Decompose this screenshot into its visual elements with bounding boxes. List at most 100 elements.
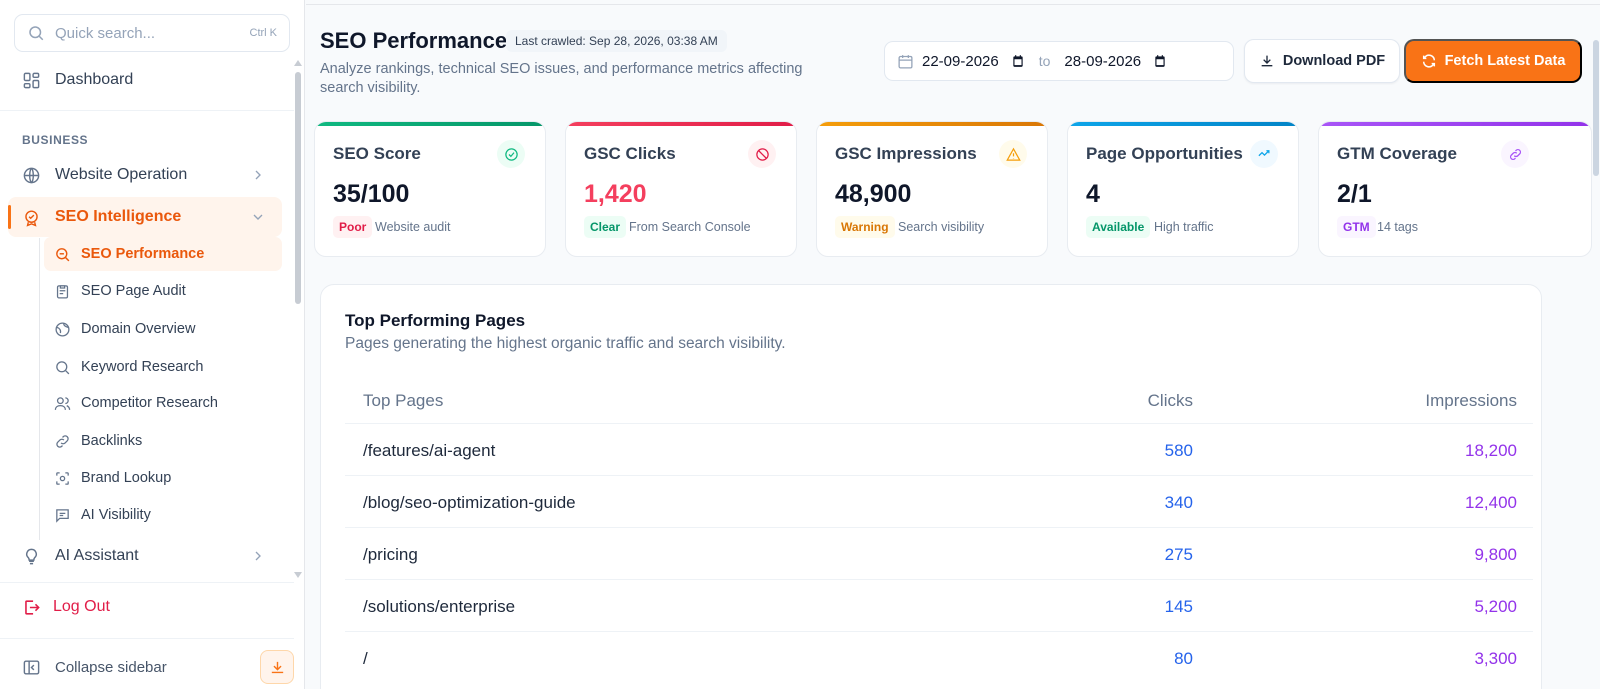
card-gtm-coverage: GTM Coverage 2/1 GTM 14 tags [1318,121,1592,257]
date-to-input[interactable]: 28-09-2026 [1064,52,1142,70]
nav-ai-assistant-label: AI Assistant [55,547,139,564]
search-icon [56,360,70,374]
subnav-seo-page-audit[interactable]: SEO Page Audit [44,274,282,308]
download-pdf-label: Download PDF [1282,53,1386,69]
nav-seo-intelligence[interactable]: SEO Intelligence [8,197,282,237]
nav-ai-assistant[interactable]: AI Assistant [8,536,282,576]
warning-icon [999,140,1027,168]
card-accent-bar [566,122,796,126]
subnav-seo-performance[interactable]: SEO Performance [44,237,282,271]
row-divider [345,631,1533,632]
nav-website-operation-label: Website Operation [55,166,188,183]
top-pages-card: Top Performing Pages Pages generating th… [320,284,1542,689]
nav-website-operation[interactable]: Website Operation [8,155,282,195]
sidebar-download-button[interactable] [260,650,294,684]
search-shortcut: Ctrl K [249,27,278,39]
ban-icon [748,140,776,168]
subnav-keyword-research[interactable]: Keyword Research [44,350,282,384]
globe-icon [55,321,70,337]
page-title: SEO Performance [320,28,508,53]
card-note: Website audit [375,220,451,234]
subnav-label: Keyword Research [81,359,204,375]
main-content: SEO Performance Last crawled: Sep 28, 20… [306,0,1600,689]
card-title: GSC Clicks [584,144,676,163]
card-gsc-impressions: GSC Impressions 48,900 Warning Search vi… [816,121,1048,257]
quick-search[interactable]: Quick search... Ctrl K [14,14,290,52]
nav-seo-intelligence-label: SEO Intelligence [55,208,182,225]
users-icon [54,396,71,410]
calendar-picker-icon[interactable] [1011,54,1025,68]
message-icon [56,508,69,523]
search-icon [29,26,44,41]
scroll-down-arrow[interactable] [294,572,302,578]
subnav-label: Domain Overview [81,321,196,337]
column-header-clicks[interactable]: Clicks [1147,391,1193,410]
subnav-domain-overview[interactable]: Domain Overview [44,312,282,346]
subnav-backlinks[interactable]: Backlinks [44,424,282,458]
subnav-ai-visibility[interactable]: AI Visibility [44,498,282,532]
download-icon [271,661,283,673]
table-cell-impressions: 3,300 [1474,649,1517,668]
scroll-up-arrow[interactable] [294,60,302,66]
date-range-picker[interactable]: 22-09-2026 to 28-09-2026 [884,41,1234,81]
calendar-icon [898,54,913,69]
table-cell-clicks: 275 [1164,545,1193,564]
search-input[interactable]: Quick search... [55,24,156,42]
logout-icon [25,599,40,615]
logout-label: Log Out [53,598,110,615]
status-badge: Clear [584,216,627,238]
download-pdf-button[interactable]: Download PDF [1244,39,1400,83]
row-divider [345,423,1533,424]
table-cell-page[interactable]: /pricing [363,545,418,564]
card-value: 1,420 [584,180,647,208]
nav-dashboard[interactable]: Dashboard [8,60,282,100]
subnav-label: Competitor Research [81,395,218,411]
calendar-picker-icon[interactable] [1153,54,1167,68]
card-accent-bar [1068,122,1298,126]
card-gsc-clicks: GSC Clicks 1,420 Clear From Search Conso… [565,121,797,257]
sidebar-scrollbar[interactable] [295,72,301,304]
card-title: GSC Impressions [835,144,977,163]
search-zoom-icon [56,247,70,261]
section-subtitle: Pages generating the highest organic tra… [345,335,786,352]
last-crawled-badge: Last crawled: Sep 28, 2026, 03:38 AM [506,30,727,52]
nav-dashboard-label: Dashboard [55,71,134,88]
fetch-latest-data-button[interactable]: Fetch Latest Data [1404,39,1582,83]
chevron-right-icon [255,170,261,180]
check-circle-icon [497,140,525,168]
status-badge: Available [1086,216,1151,238]
date-from-input[interactable]: 22-09-2026 [922,52,999,70]
lightbulb-icon [26,548,37,564]
table-cell-page[interactable]: /solutions/enterprise [363,597,516,616]
card-value: 4 [1086,180,1100,208]
table-cell-page[interactable]: / [363,649,368,668]
collapse-label: Collapse sidebar [55,658,167,676]
chevron-right-icon [255,551,261,561]
card-value: 35/100 [333,180,410,208]
subnav-brand-lookup[interactable]: Brand Lookup [44,461,282,495]
column-header-pages[interactable]: Top Pages [363,391,444,410]
card-note: 14 tags [1377,220,1419,234]
trend-icon [1250,140,1278,168]
table-cell-page[interactable]: /blog/seo-optimization-guide [363,493,576,512]
subnav-label: Brand Lookup [81,470,172,486]
column-header-impressions[interactable]: Impressions [1425,391,1517,410]
seo-badge-icon [25,209,38,227]
top-border [306,4,1600,5]
table-cell-clicks: 145 [1164,597,1193,616]
logout-button[interactable]: Log Out [8,590,110,624]
chevron-down-icon [253,214,263,220]
page-scrollbar[interactable] [1593,40,1599,176]
card-title: GTM Coverage [1337,144,1457,163]
section-label: BUSINESS [22,133,89,147]
subnav-competitor-research[interactable]: Competitor Research [44,386,282,420]
card-accent-bar [1319,122,1591,126]
card-value: 2/1 [1337,180,1372,208]
card-seo-score: SEO Score 35/100 Poor Website audit [314,121,546,257]
card-note: From Search Console [629,220,751,234]
globe-icon [23,167,40,183]
table-cell-page[interactable]: /features/ai-agent [363,441,496,460]
table-cell-impressions: 18,200 [1465,441,1517,460]
table-cell-clicks: 340 [1164,493,1193,512]
collapse-sidebar-button[interactable]: Collapse sidebar [8,650,167,684]
